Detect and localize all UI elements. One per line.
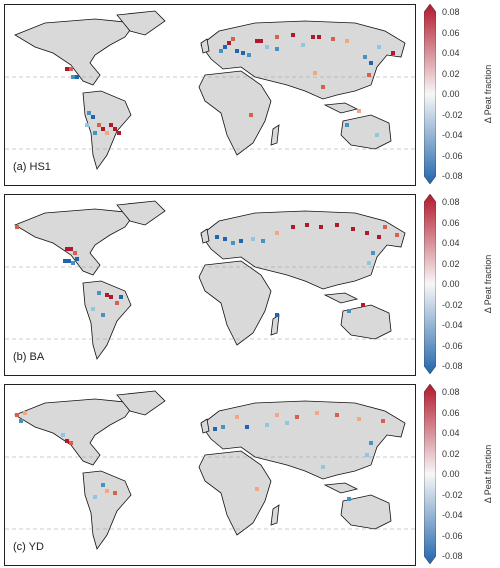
colorbar-hs1: 0.08 0.06 0.04 0.02 0.00 -0.02 -0.04 -0.… — [420, 4, 500, 184]
tick-label: -0.04 — [442, 320, 463, 330]
tick-label: -0.08 — [442, 361, 463, 371]
tick-label: 0.04 — [442, 48, 460, 58]
panel-label: (c) YD — [13, 541, 44, 553]
tick-label: -0.08 — [442, 171, 463, 181]
colorbar-gradient — [424, 194, 436, 374]
tick-label: -0.08 — [442, 551, 463, 561]
colorbar-gradient — [424, 4, 436, 184]
tick-label: -0.02 — [442, 110, 463, 120]
tick-label: 0.00 — [442, 279, 460, 289]
tick-label: -0.02 — [442, 490, 463, 500]
tick-label: 0.02 — [442, 69, 460, 79]
tick-label: -0.04 — [442, 510, 463, 520]
panel-label: (b) BA — [13, 351, 44, 363]
map-panel-hs1: (a) HS1 — [4, 4, 416, 186]
panel-label: (a) HS1 — [13, 161, 51, 173]
tick-label: 0.00 — [442, 469, 460, 479]
colorbar-ba: 0.08 0.06 0.04 0.02 0.00 -0.02 -0.04 -0.… — [420, 194, 500, 374]
colorbar-title: Δ Peat fraction — [483, 445, 493, 504]
tick-label: 0.02 — [442, 259, 460, 269]
colorbar-yd: 0.08 0.06 0.04 0.02 0.00 -0.02 -0.04 -0.… — [420, 384, 500, 564]
colorbar-title: Δ Peat fraction — [483, 65, 493, 124]
colorbar-gradient — [424, 384, 436, 564]
tick-label: 0.08 — [442, 387, 460, 397]
tick-label: -0.06 — [442, 341, 463, 351]
tick-label: -0.02 — [442, 300, 463, 310]
tick-label: 0.04 — [442, 238, 460, 248]
tick-label: 0.00 — [442, 89, 460, 99]
tick-label: -0.04 — [442, 130, 463, 140]
world-map-yd — [5, 385, 415, 565]
map-panel-yd: (c) YD — [4, 384, 416, 566]
tick-label: 0.06 — [442, 408, 460, 418]
tick-label: 0.02 — [442, 449, 460, 459]
map-panel-ba: (b) BA — [4, 194, 416, 376]
tick-label: -0.06 — [442, 151, 463, 161]
tick-label: 0.08 — [442, 7, 460, 17]
world-map-hs1 — [5, 5, 415, 185]
tick-label: 0.06 — [442, 218, 460, 228]
tick-label: 0.08 — [442, 197, 460, 207]
tick-label: -0.06 — [442, 531, 463, 541]
tick-label: 0.04 — [442, 428, 460, 438]
tick-label: 0.06 — [442, 28, 460, 38]
world-map-ba — [5, 195, 415, 375]
colorbar-title: Δ Peat fraction — [483, 255, 493, 314]
